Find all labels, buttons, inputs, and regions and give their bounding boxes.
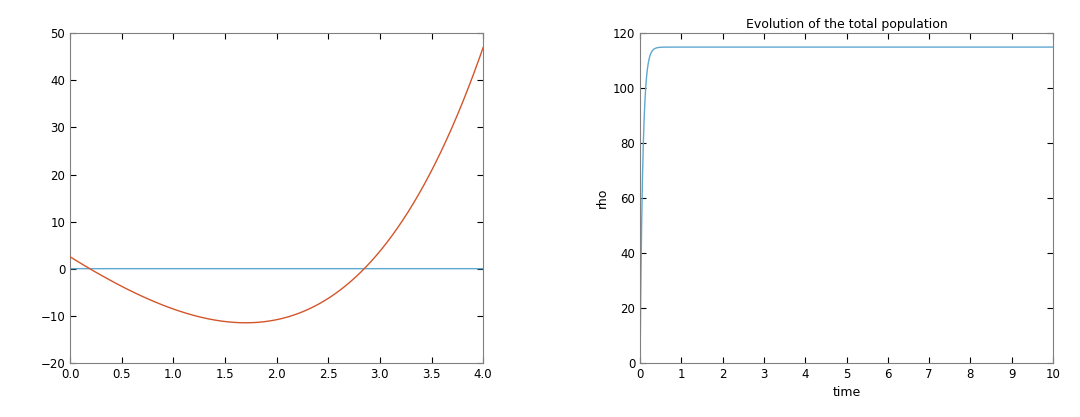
Title: Evolution of the total population: Evolution of the total population [745, 18, 947, 31]
Y-axis label: rho: rho [596, 188, 609, 208]
X-axis label: time: time [833, 386, 861, 399]
